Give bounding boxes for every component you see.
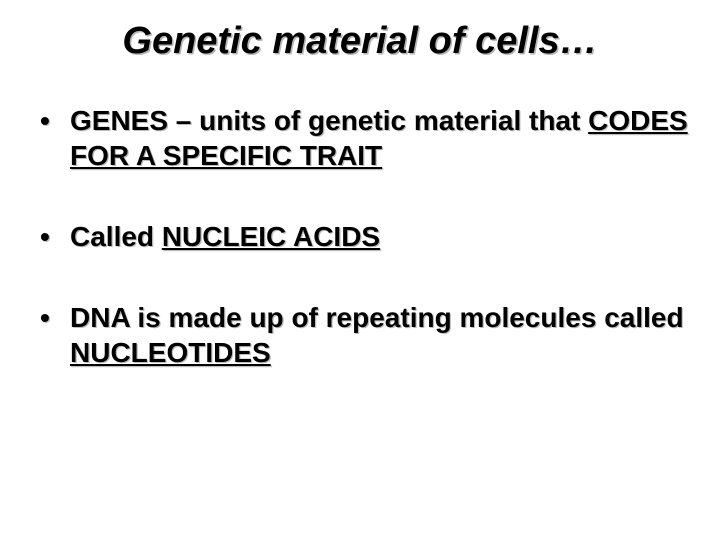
text-run: NUCLEIC ACIDS <box>162 221 380 252</box>
slide: Genetic material of cells… GENES – units… <box>0 0 720 540</box>
text-run: Called <box>70 221 162 252</box>
text-run: GENES – units of genetic material that <box>70 105 588 136</box>
list-item: GENES – units of genetic material that C… <box>40 103 690 173</box>
text-run: NUCLEOTIDES <box>70 337 271 368</box>
bullet-list: GENES – units of genetic material that C… <box>30 103 690 370</box>
list-item: DNA is made up of repeating molecules ca… <box>40 300 690 370</box>
slide-title: Genetic material of cells… <box>30 20 690 63</box>
text-run: DNA is made up of repeating molecules ca… <box>70 302 684 333</box>
list-item: Called NUCLEIC ACIDS <box>40 219 690 254</box>
